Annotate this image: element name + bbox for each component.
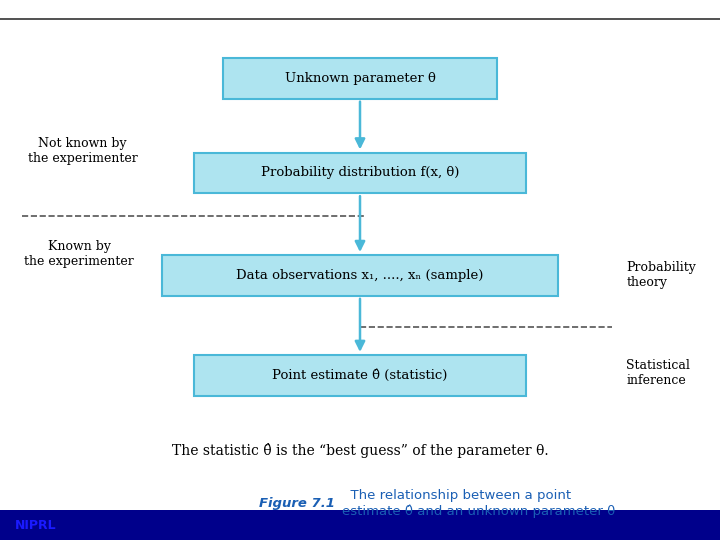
Text: Unknown parameter θ: Unknown parameter θ [284, 72, 436, 85]
Text: The relationship between a point
estimate θ̂ and an unknown parameter θ: The relationship between a point estimat… [342, 489, 616, 517]
Text: KAIST: KAIST [648, 518, 698, 533]
FancyBboxPatch shape [223, 58, 497, 98]
Text: Known by
the experimenter: Known by the experimenter [24, 240, 134, 268]
Text: Probability distribution f(x, θ): Probability distribution f(x, θ) [261, 166, 459, 179]
Text: NIPRL: NIPRL [14, 519, 56, 532]
Text: Probability
theory: Probability theory [626, 261, 696, 289]
Text: The statistic θ̂ is the “best guess” of the parameter θ.: The statistic θ̂ is the “best guess” of … [171, 443, 549, 458]
FancyBboxPatch shape [194, 355, 526, 395]
FancyBboxPatch shape [0, 510, 720, 540]
FancyBboxPatch shape [194, 152, 526, 193]
Text: Statistical
inference: Statistical inference [626, 359, 690, 387]
FancyBboxPatch shape [162, 255, 558, 296]
Text: Figure 7.1: Figure 7.1 [259, 497, 336, 510]
Text: Point estimate θ̂ (statistic): Point estimate θ̂ (statistic) [272, 369, 448, 382]
Text: Not known by
the experimenter: Not known by the experimenter [28, 137, 138, 165]
Text: Data observations x₁, ...., xₙ (sample): Data observations x₁, ...., xₙ (sample) [236, 269, 484, 282]
